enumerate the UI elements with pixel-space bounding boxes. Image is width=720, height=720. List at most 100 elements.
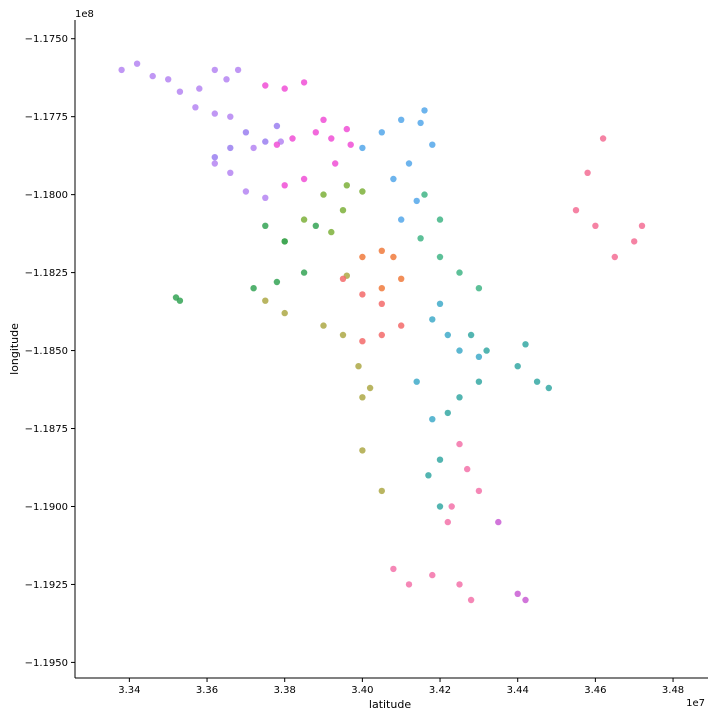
scatter-point — [467, 331, 475, 339]
scatter-point — [533, 378, 541, 385]
scatter-point — [378, 285, 385, 292]
scatter-point — [421, 107, 428, 114]
scatter-point — [339, 207, 347, 214]
scatter-point — [456, 269, 463, 276]
scatter-point — [359, 338, 366, 345]
scatter-point — [118, 66, 125, 74]
scatter-point — [405, 581, 413, 588]
scatter-point — [429, 416, 436, 423]
scatter-point — [281, 85, 288, 92]
scatter-point — [312, 129, 319, 136]
scatter-point — [398, 216, 405, 223]
scatter-point — [398, 275, 405, 282]
scatter-point — [456, 440, 463, 448]
scatter-point — [320, 191, 327, 198]
scatter-point — [390, 175, 397, 183]
y-axis-label: longitude — [8, 323, 21, 375]
scatter-point — [390, 565, 397, 573]
scatter-point — [227, 113, 234, 120]
scatter-point — [421, 191, 428, 198]
scatter-point — [347, 141, 354, 148]
scatter-point — [475, 285, 483, 292]
scatter-point — [192, 104, 199, 111]
scatter-point — [281, 238, 288, 245]
scatter-point — [149, 72, 156, 80]
scatter-point — [211, 66, 218, 74]
x-ticks: 3.34 3.36 3.38 3.40 3.42 3.44 3.46 3.48 — [118, 678, 684, 696]
scatter-point — [436, 456, 444, 463]
y-tick-label: −1.1750 — [25, 34, 68, 45]
scatter-point — [475, 353, 483, 360]
plot-area — [118, 60, 646, 604]
y-tick-label: −1.1875 — [25, 424, 68, 435]
scatter-point — [273, 278, 281, 286]
scatter-point — [242, 129, 250, 136]
scatter-point — [436, 300, 444, 307]
scatter-point — [250, 285, 257, 292]
scatter-point — [343, 125, 350, 133]
scatter-point — [398, 116, 405, 124]
scatter-point — [599, 135, 607, 142]
x-tick-label: 3.34 — [118, 685, 140, 696]
scatter-point — [483, 347, 490, 354]
scatter-point — [289, 135, 296, 142]
scatter-point — [413, 197, 420, 205]
scatter-point — [436, 253, 444, 261]
scatter-point — [250, 144, 257, 152]
scatter-point — [300, 216, 308, 223]
scatter-point — [456, 347, 463, 354]
scatter-point — [444, 409, 451, 417]
y-tick-label: −1.1950 — [25, 658, 68, 669]
scatter-point — [592, 222, 599, 229]
scatter-point — [359, 394, 366, 401]
scatter-point — [234, 66, 242, 74]
scatter-point — [332, 160, 339, 167]
scatter-point — [456, 394, 463, 401]
scatter-point — [522, 596, 529, 604]
scatter-point — [262, 222, 269, 229]
scatter-point — [444, 518, 451, 526]
scatter-point — [242, 188, 250, 195]
y-tick-label: −1.1925 — [25, 580, 68, 591]
scatter-point — [436, 216, 444, 223]
scatter-point — [444, 331, 451, 339]
scatter-point — [405, 160, 413, 167]
scatter-point — [211, 160, 218, 167]
scatter-point — [417, 119, 424, 127]
scatter-point — [165, 76, 172, 83]
scatter-point — [211, 154, 218, 161]
scatter-point — [133, 60, 141, 67]
scatter-point — [611, 253, 618, 261]
scatter-point — [262, 82, 269, 89]
scatter-point — [300, 269, 308, 276]
scatter-point — [425, 472, 432, 479]
y-ticks: −1.1750 −1.1775 −1.1800 −1.1825 −1.1850 −1.18… — [25, 34, 75, 669]
scatter-point — [378, 487, 385, 495]
scatter-point — [262, 194, 269, 201]
scatter-point — [572, 207, 580, 214]
scatter-point — [522, 341, 529, 348]
y-tick-label: −1.1800 — [25, 190, 68, 201]
x-tick-label: 3.40 — [351, 685, 373, 696]
x-tick-label: 3.36 — [196, 685, 218, 696]
scatter-point — [467, 596, 475, 604]
scatter-point — [456, 581, 463, 588]
scatter-point — [390, 253, 397, 261]
scatter-point — [223, 76, 230, 83]
scatter-point — [413, 378, 420, 385]
scatter-point — [196, 85, 203, 92]
scatter-point — [176, 297, 184, 304]
scatter-point — [464, 465, 471, 473]
x-tick-label: 3.42 — [429, 685, 451, 696]
scatter-point — [273, 122, 281, 130]
x-offset-text: 1e7 — [686, 698, 705, 709]
scatter-point — [312, 222, 319, 229]
scatter-point — [328, 135, 335, 142]
scatter-point — [429, 316, 436, 323]
x-tick-label: 3.38 — [274, 685, 296, 696]
y-tick-label: −1.1900 — [25, 502, 68, 513]
scatter-point — [378, 247, 385, 254]
scatter-point — [417, 235, 424, 242]
scatter-point — [355, 363, 362, 370]
